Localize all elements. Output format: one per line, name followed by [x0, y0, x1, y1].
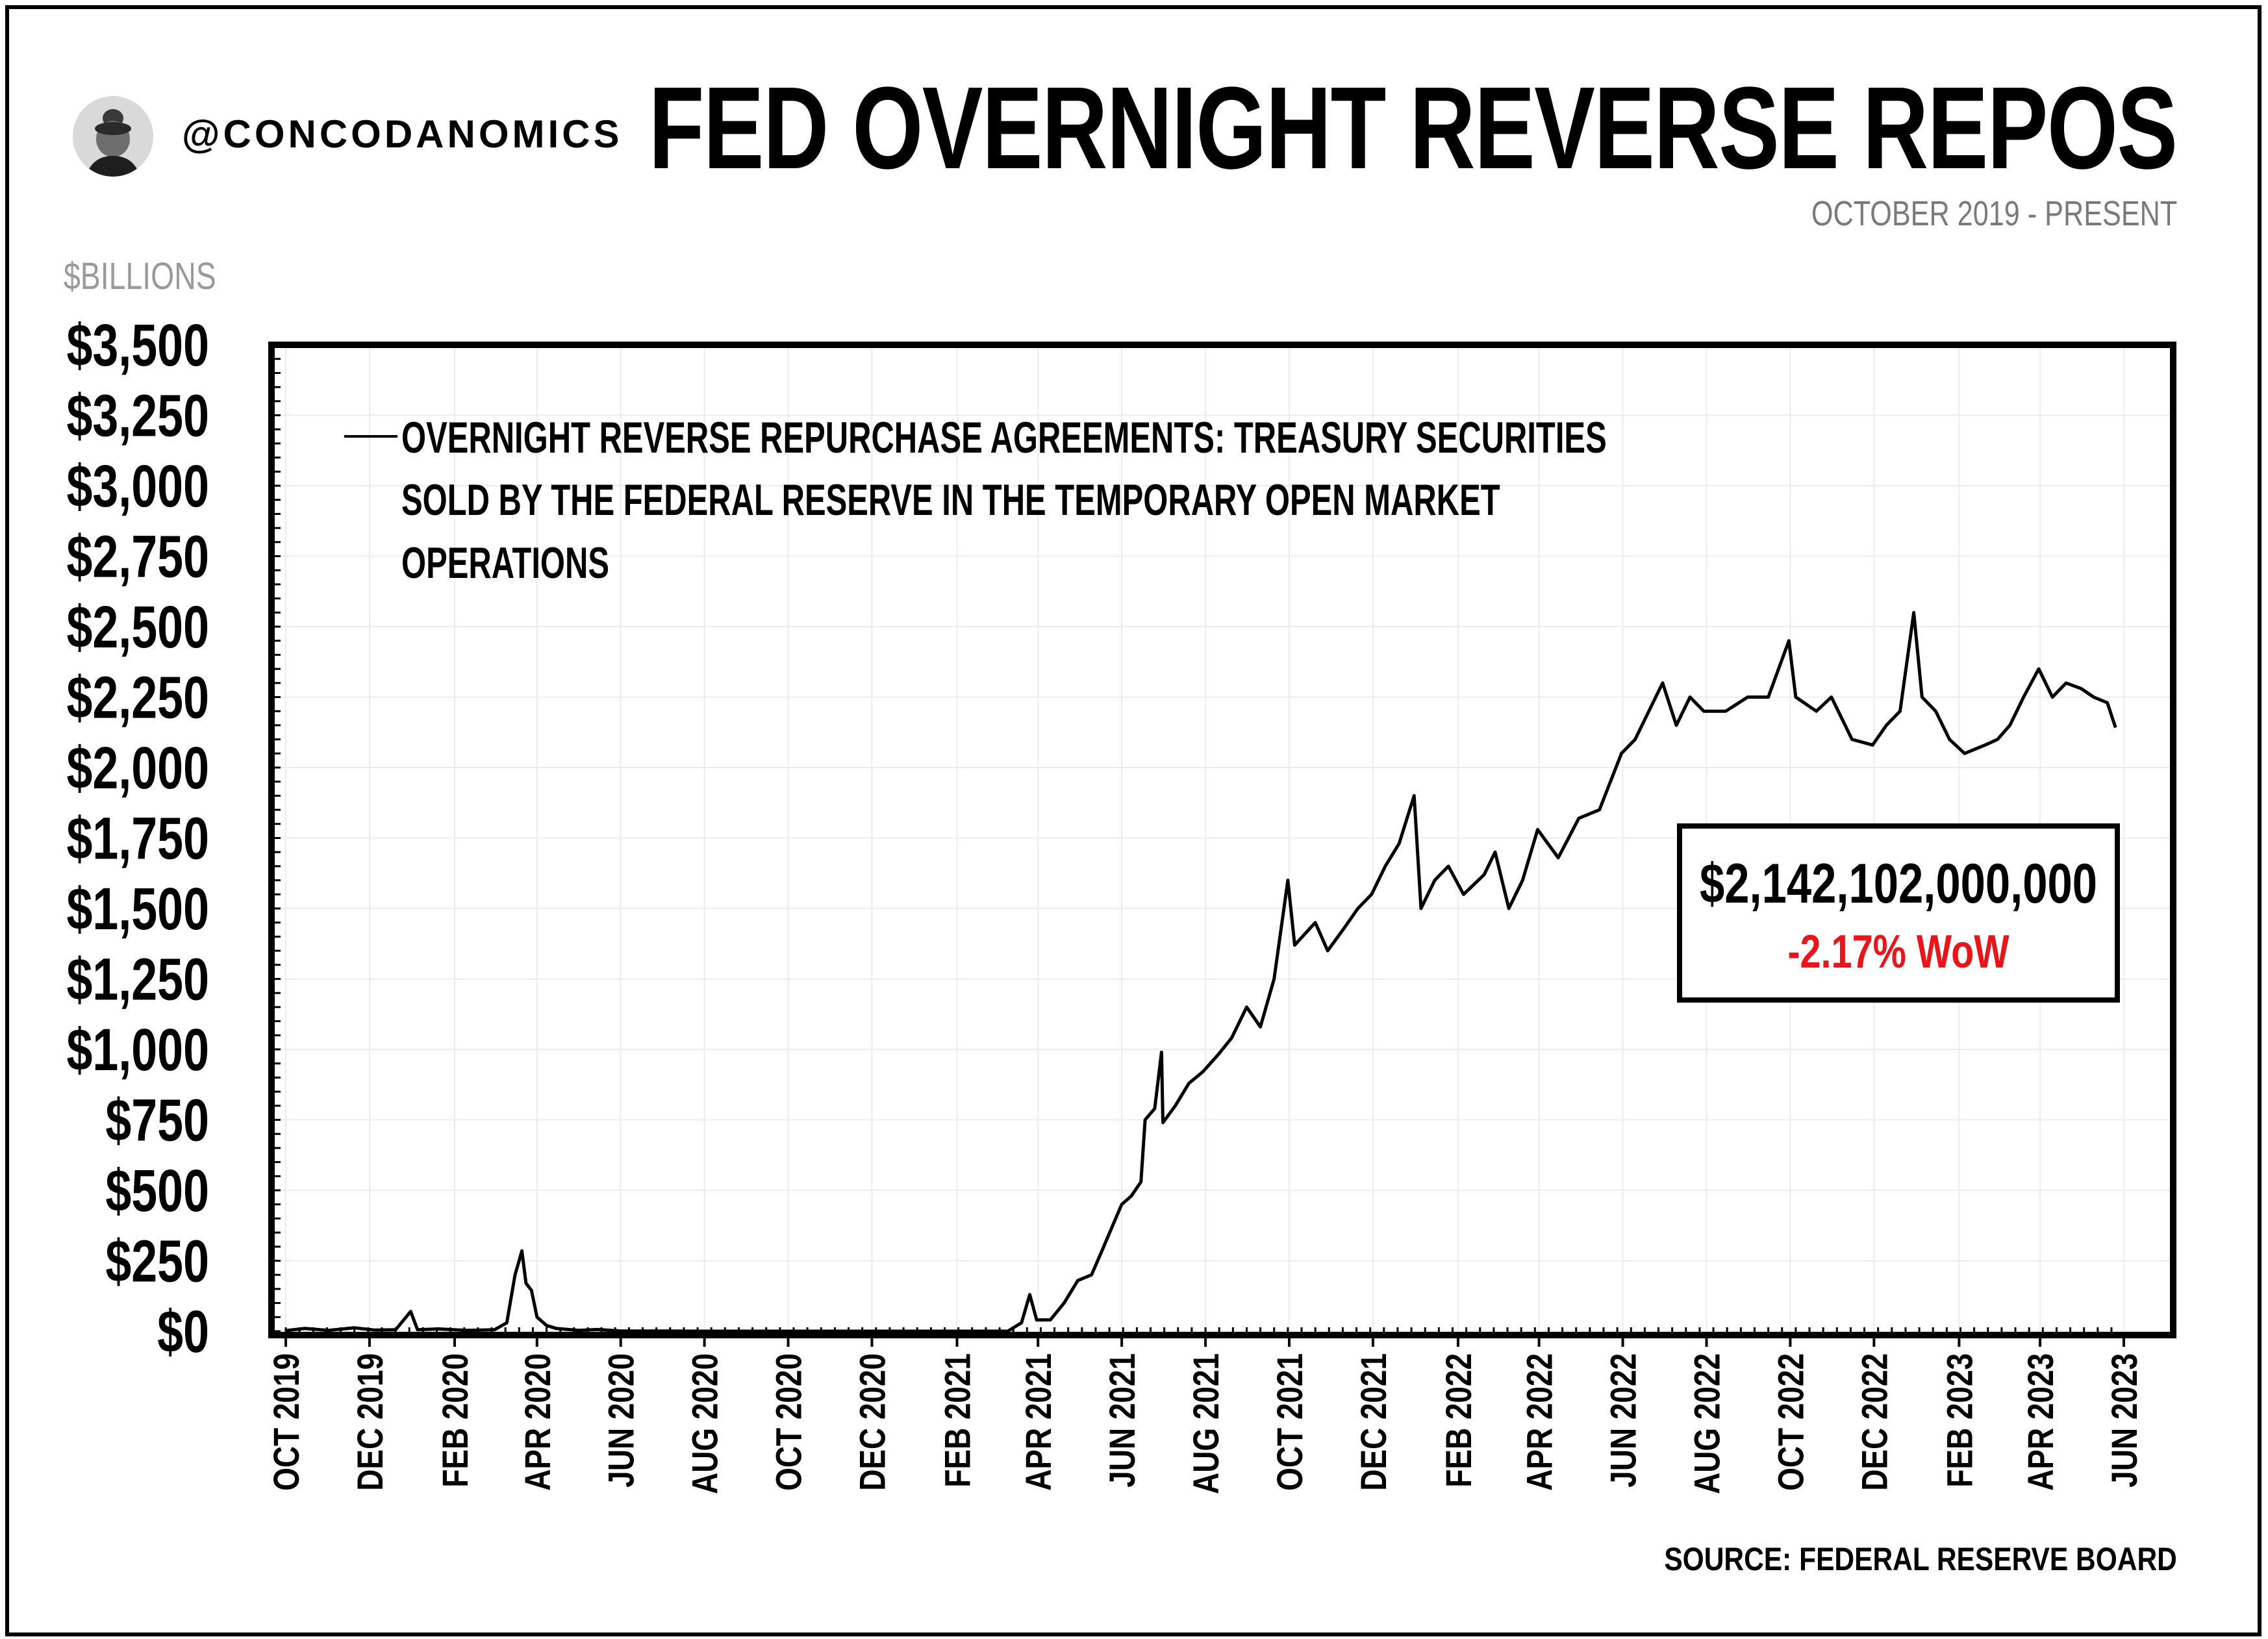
- y-tick-label: $500: [105, 1157, 209, 1224]
- legend-line-3: OPERATIONS: [401, 538, 609, 588]
- x-tick-label: DEC 2022: [1854, 1353, 1895, 1491]
- x-tick-label: FEB 2020: [435, 1353, 475, 1488]
- y-tick-label: $2,000: [67, 734, 209, 801]
- chart-subtitle: OCTOBER 2019 - PRESENT: [1811, 194, 2177, 233]
- unit-label: $BILLIONS: [64, 255, 216, 297]
- legend: OVERNIGHT REVERSE REPURCHASE AGREEMENTS:…: [344, 412, 1607, 588]
- x-tick-label: AUG 2020: [685, 1353, 725, 1494]
- y-tick-label: $1,750: [67, 805, 209, 872]
- author-handle: @CONCODANOMICS: [182, 112, 623, 156]
- chart-title: FED OVERNIGHT REVERSE REPOS: [649, 63, 2178, 194]
- y-tick-label: $3,500: [67, 312, 209, 379]
- avatar: [73, 96, 153, 177]
- y-tick-label: $1,000: [67, 1016, 209, 1083]
- y-tick-label: $2,500: [67, 594, 209, 660]
- callout-value: $2,142,102,000,000: [1700, 853, 2097, 915]
- x-tick-label: APR 2021: [1018, 1353, 1059, 1491]
- x-tick-label: FEB 2021: [937, 1353, 977, 1488]
- outer-frame: [5, 5, 2262, 1636]
- x-tick-label: APR 2023: [2021, 1353, 2061, 1491]
- y-tick-label: $2,750: [67, 523, 209, 590]
- avatar-icon: [73, 96, 153, 177]
- x-tick-label: OCT 2019: [266, 1353, 307, 1491]
- x-tick-label: JUN 2022: [1603, 1353, 1643, 1488]
- x-tick-label: AUG 2021: [1186, 1353, 1226, 1494]
- x-tick-label: OCT 2021: [1270, 1353, 1310, 1491]
- x-tick-label: DEC 2019: [350, 1353, 390, 1491]
- x-axis-labels: OCT 2019 DEC 2019 FEB 2020 APR 2020 JUN 2020…: [266, 1353, 2145, 1494]
- x-tick-label: OCT 2020: [768, 1353, 809, 1491]
- legend-line-1: OVERNIGHT REVERSE REPURCHASE AGREEMENTS:…: [401, 412, 1607, 462]
- callout-box: $2,142,102,000,000 -2.17% WoW: [1677, 823, 2120, 1003]
- y-tick-label: $1,500: [67, 875, 209, 942]
- series-line-orr: [285, 610, 2117, 1333]
- y-tick-label: $1,250: [67, 946, 209, 1013]
- x-tick-label: JUN 2023: [2104, 1353, 2145, 1488]
- x-tick-label: AUG 2022: [1687, 1353, 1727, 1494]
- x-tick-label: APR 2022: [1519, 1353, 1559, 1491]
- y-axis-labels: $0$250$500$750$1,000$1,250$1,500$1,750$2…: [67, 312, 209, 1365]
- y-tick-label: $0: [157, 1298, 209, 1365]
- y-tick-label: $250: [105, 1228, 209, 1295]
- x-tick-label: FEB 2023: [1939, 1353, 1980, 1488]
- y-tick-label: $3,250: [67, 382, 209, 449]
- legend-line-2: SOLD BY THE FEDERAL RESERVE IN THE TEMPO…: [401, 475, 1500, 525]
- callout-change: -2.17% WoW: [1787, 925, 2010, 978]
- x-tick-label: JUN 2020: [601, 1353, 641, 1488]
- x-tick-label: FEB 2022: [1439, 1353, 1479, 1488]
- x-tick-label: DEC 2021: [1354, 1353, 1394, 1491]
- y-tick-label: $3,000: [67, 453, 209, 519]
- y-tick-label: $2,250: [67, 664, 209, 731]
- x-tick-label: DEC 2020: [852, 1353, 892, 1491]
- callout-border: [1677, 823, 2120, 1003]
- plot-border: [268, 342, 2176, 1338]
- x-tick-label: JUN 2021: [1102, 1353, 1142, 1488]
- x-tick-label: APR 2020: [517, 1353, 557, 1491]
- source-note: SOURCE: FEDERAL RESERVE BOARD: [1664, 1541, 2177, 1577]
- x-tick-label: OCT 2022: [1770, 1353, 1811, 1491]
- y-tick-label: $750: [105, 1087, 209, 1154]
